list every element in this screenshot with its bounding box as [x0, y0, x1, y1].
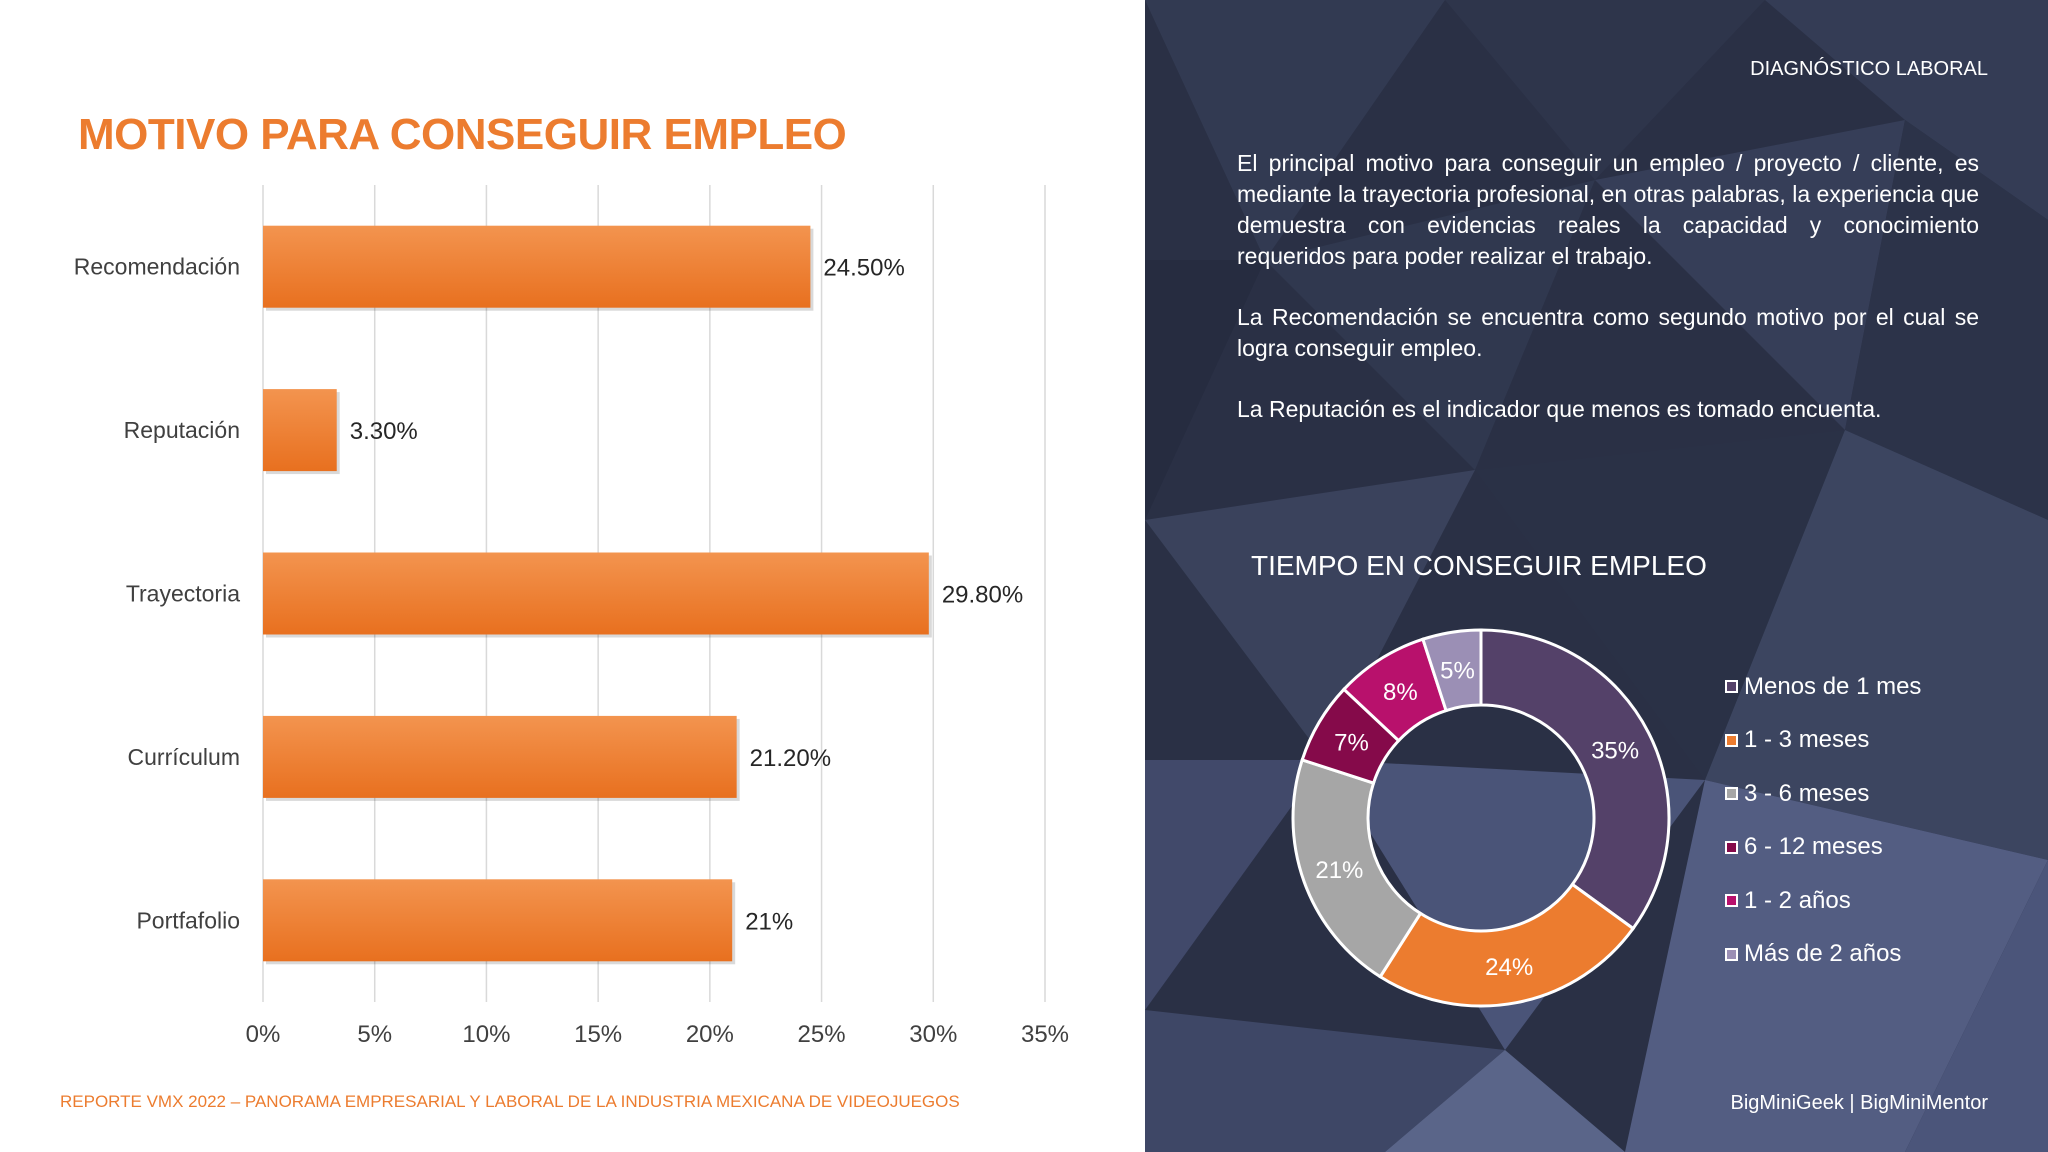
data-label: 3.30%	[350, 418, 418, 445]
slice-label: 5%	[1440, 657, 1475, 684]
legend-item: Más de 2 años	[1725, 928, 1921, 982]
x-tick-label: 5%	[357, 1021, 392, 1048]
data-label: 24.50%	[823, 255, 904, 282]
x-tick-label: 10%	[462, 1021, 510, 1048]
category-label: Recomendación	[74, 254, 240, 280]
donut-legend: Menos de 1 mes 1 - 3 meses 3 - 6 meses 6…	[1725, 660, 1921, 981]
legend-label: 1 - 2 años	[1744, 886, 1851, 914]
x-tick-label: 35%	[1021, 1021, 1069, 1048]
data-label: 29.80%	[942, 582, 1023, 609]
info-panel: DIAGNÓSTICO LABORAL El principal motivo …	[1145, 0, 2048, 1152]
bar	[263, 389, 337, 472]
brand-footer: BigMiniGeek | BigMiniMentor	[1730, 1092, 1988, 1114]
bar-chart-panel: MOTIVO PARA CONSEGUIR EMPLEO 0% 5% 10% 15% 2…	[60, 110, 1070, 1111]
x-tick-label: 25%	[798, 1021, 846, 1048]
x-tick-label: 20%	[686, 1021, 734, 1048]
x-tick-label: 15%	[574, 1021, 622, 1048]
donut-title: TIEMPO EN CONSEGUIR EMPLEO	[1251, 550, 1707, 581]
legend-item: 3 - 6 meses	[1725, 767, 1921, 821]
description-paragraph-1: El principal motivo para conseguir un em…	[1237, 150, 1979, 269]
slice-label: 7%	[1334, 729, 1369, 756]
x-tick-label: 0%	[246, 1021, 281, 1048]
donut-slice	[1421, 628, 1483, 713]
bar	[263, 715, 737, 798]
slice-label: 24%	[1485, 954, 1533, 981]
data-label: 21.20%	[750, 745, 831, 772]
bar	[263, 225, 811, 308]
description-paragraph-2: La Recomendación se encuentra como segun…	[1237, 304, 1979, 361]
legend-swatch	[1725, 787, 1738, 801]
donut-slice	[1479, 628, 1671, 931]
legend-swatch	[1725, 680, 1738, 694]
legend-swatch	[1725, 840, 1738, 854]
bar	[263, 552, 929, 635]
legend-swatch	[1725, 894, 1738, 908]
category-label: Portfafolio	[136, 907, 240, 933]
legend-swatch	[1725, 733, 1738, 747]
donut-chart: 35% 24% 21% 7% 8% 5%	[1291, 628, 1671, 1008]
legend-label: Más de 2 años	[1744, 940, 1902, 968]
legend-label: 1 - 3 meses	[1744, 726, 1870, 754]
description-paragraph-3: La Reputación es el indicador que menos …	[1237, 396, 1882, 422]
legend-swatch	[1725, 947, 1738, 961]
description-text: El principal motivo para conseguir un em…	[1237, 148, 1979, 455]
bar-chart: 0% 5% 10% 15% 20% 25% 30% 35% Recomendación 24.50…	[74, 185, 1069, 1048]
chart-title: MOTIVO PARA CONSEGUIR EMPLEO	[78, 110, 847, 159]
x-tick-label: 30%	[909, 1021, 957, 1048]
slice-label: 21%	[1315, 857, 1363, 884]
legend-item: 6 - 12 meses	[1725, 821, 1921, 875]
category-label: Trayectoria	[126, 581, 240, 607]
data-label: 21%	[745, 908, 793, 935]
category-label: Currículum	[128, 744, 240, 770]
report-footer: REPORTE VMX 2022 – PANORAMA EMPRESARIAL …	[60, 1092, 960, 1111]
slice-label: 8%	[1383, 679, 1418, 706]
slice-label: 35%	[1591, 738, 1639, 765]
section-label: DIAGNÓSTICO LABORAL	[1750, 58, 1988, 80]
category-label: Reputación	[124, 417, 240, 443]
bar	[263, 879, 733, 962]
polygon-background	[1145, 0, 2048, 1152]
legend-item: Menos de 1 mes	[1725, 660, 1921, 714]
donut-slice	[1378, 882, 1636, 1008]
legend-label: 6 - 12 meses	[1744, 833, 1883, 861]
donut-slice	[1291, 758, 1423, 979]
legend-label: Menos de 1 mes	[1744, 672, 1922, 700]
legend-label: 3 - 6 meses	[1744, 779, 1870, 807]
legend-item: 1 - 2 años	[1725, 874, 1921, 928]
legend-item: 1 - 3 meses	[1725, 714, 1921, 768]
